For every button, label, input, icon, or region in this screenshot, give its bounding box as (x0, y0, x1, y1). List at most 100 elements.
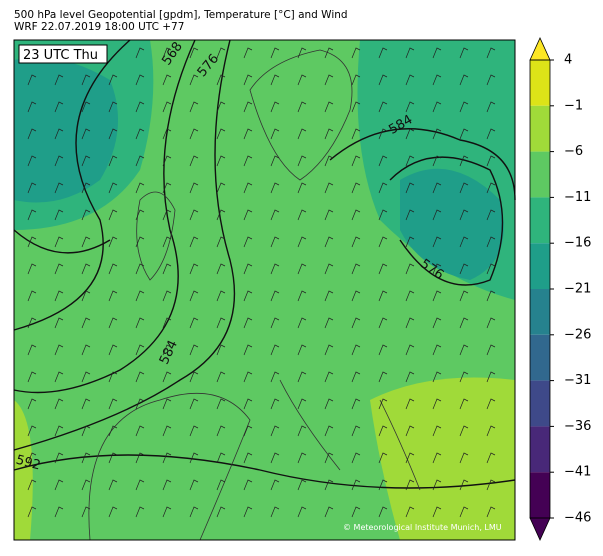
colorbar-tick-label: −26 (564, 327, 591, 342)
colorbar-tick-label: −1 (564, 98, 583, 113)
wind-barb (135, 425, 145, 437)
wind-barb (81, 290, 91, 302)
wind-barb (54, 209, 64, 221)
wind-barb (432, 398, 442, 410)
wind-barb (189, 452, 199, 464)
wind-barb (324, 344, 334, 356)
wind-barb (108, 506, 118, 518)
wind-barb (135, 101, 145, 113)
wind-barb (486, 398, 496, 410)
wind-barb (324, 128, 334, 140)
wind-barb (243, 398, 253, 410)
colorbar-band (530, 60, 550, 106)
wind-barb (297, 371, 307, 383)
wind-barb (27, 479, 37, 491)
subtitle: WRF 22.07.2019 18:00 UTC +77 (14, 21, 184, 33)
wind-barb (459, 506, 469, 518)
wind-barb (324, 47, 334, 59)
wind-barb (135, 74, 145, 86)
wind-barb (270, 425, 280, 437)
wind-barb (378, 506, 388, 518)
wind-barb (135, 128, 145, 140)
wind-barb (378, 290, 388, 302)
map-area: 568 576 584 584 576 592 23 UTC Thu © Met… (13, 39, 516, 541)
wind-barb (459, 209, 469, 221)
wind-barb (378, 47, 388, 59)
wind-barb (162, 344, 172, 356)
wind-barb (108, 236, 118, 248)
wind-barb (486, 155, 496, 167)
wind-barb (270, 155, 280, 167)
colorbar-tick-label: −16 (564, 236, 591, 251)
wind-barb (162, 479, 172, 491)
wind-barb (54, 371, 64, 383)
wind-barb (27, 182, 37, 194)
wind-barb (324, 155, 334, 167)
wind-barb (297, 209, 307, 221)
wind-barb (54, 128, 64, 140)
wind-barb (405, 263, 415, 275)
contour (389, 156, 504, 286)
wind-barb (324, 425, 334, 437)
wind-barb (378, 101, 388, 113)
wind-barb (216, 344, 226, 356)
wind-barb (81, 155, 91, 167)
wind-barb (486, 236, 496, 248)
wind-barb (162, 506, 172, 518)
wind-barb (378, 74, 388, 86)
wind-barb (432, 101, 442, 113)
wind-barb (216, 479, 226, 491)
wind-barb (351, 344, 361, 356)
wind-barb (81, 479, 91, 491)
wind-barb (108, 290, 118, 302)
wind-barb (324, 398, 334, 410)
wind-barb (108, 371, 118, 383)
wind-barb (108, 101, 118, 113)
wind-barb (135, 371, 145, 383)
wind-barb (108, 452, 118, 464)
wind-barb (459, 425, 469, 437)
wind-barb (270, 479, 280, 491)
wind-barb (216, 371, 226, 383)
wind-barb (162, 398, 172, 410)
wind-barb (378, 209, 388, 221)
wind-barb (486, 74, 496, 86)
wind-barb (378, 371, 388, 383)
wind-barb (27, 398, 37, 410)
colorbar-tick-label: −11 (564, 190, 591, 205)
wind-barb (189, 425, 199, 437)
wind-barb (243, 182, 253, 194)
wind-barb (405, 344, 415, 356)
wind-barb (270, 398, 280, 410)
wind-barb (189, 290, 199, 302)
wind-barb (162, 452, 172, 464)
wind-barb (270, 371, 280, 383)
wind-barb (459, 182, 469, 194)
wind-barb (162, 236, 172, 248)
wind-barb (297, 344, 307, 356)
wind-barb (54, 452, 64, 464)
colorbar-band (530, 380, 550, 427)
colorbar-band (530, 243, 550, 289)
wind-barb (432, 344, 442, 356)
wind-barb (351, 398, 361, 410)
wind-barb (135, 236, 145, 248)
wind-barb (270, 236, 280, 248)
wind-barb (297, 47, 307, 59)
wind-barb (54, 506, 64, 518)
wind-barb (378, 128, 388, 140)
wind-barb (297, 155, 307, 167)
wind-barb (162, 425, 172, 437)
wind-barb (459, 128, 469, 140)
wind-barb (486, 209, 496, 221)
wind-barb (162, 263, 172, 275)
wind-barb (135, 452, 145, 464)
wind-barb (243, 371, 253, 383)
wind-barb (432, 128, 442, 140)
colorbar-band (530, 197, 550, 244)
wind-barb (459, 344, 469, 356)
wind-barb (189, 182, 199, 194)
wind-barb (27, 155, 37, 167)
contour (13, 39, 131, 331)
wind-barb (432, 506, 442, 518)
